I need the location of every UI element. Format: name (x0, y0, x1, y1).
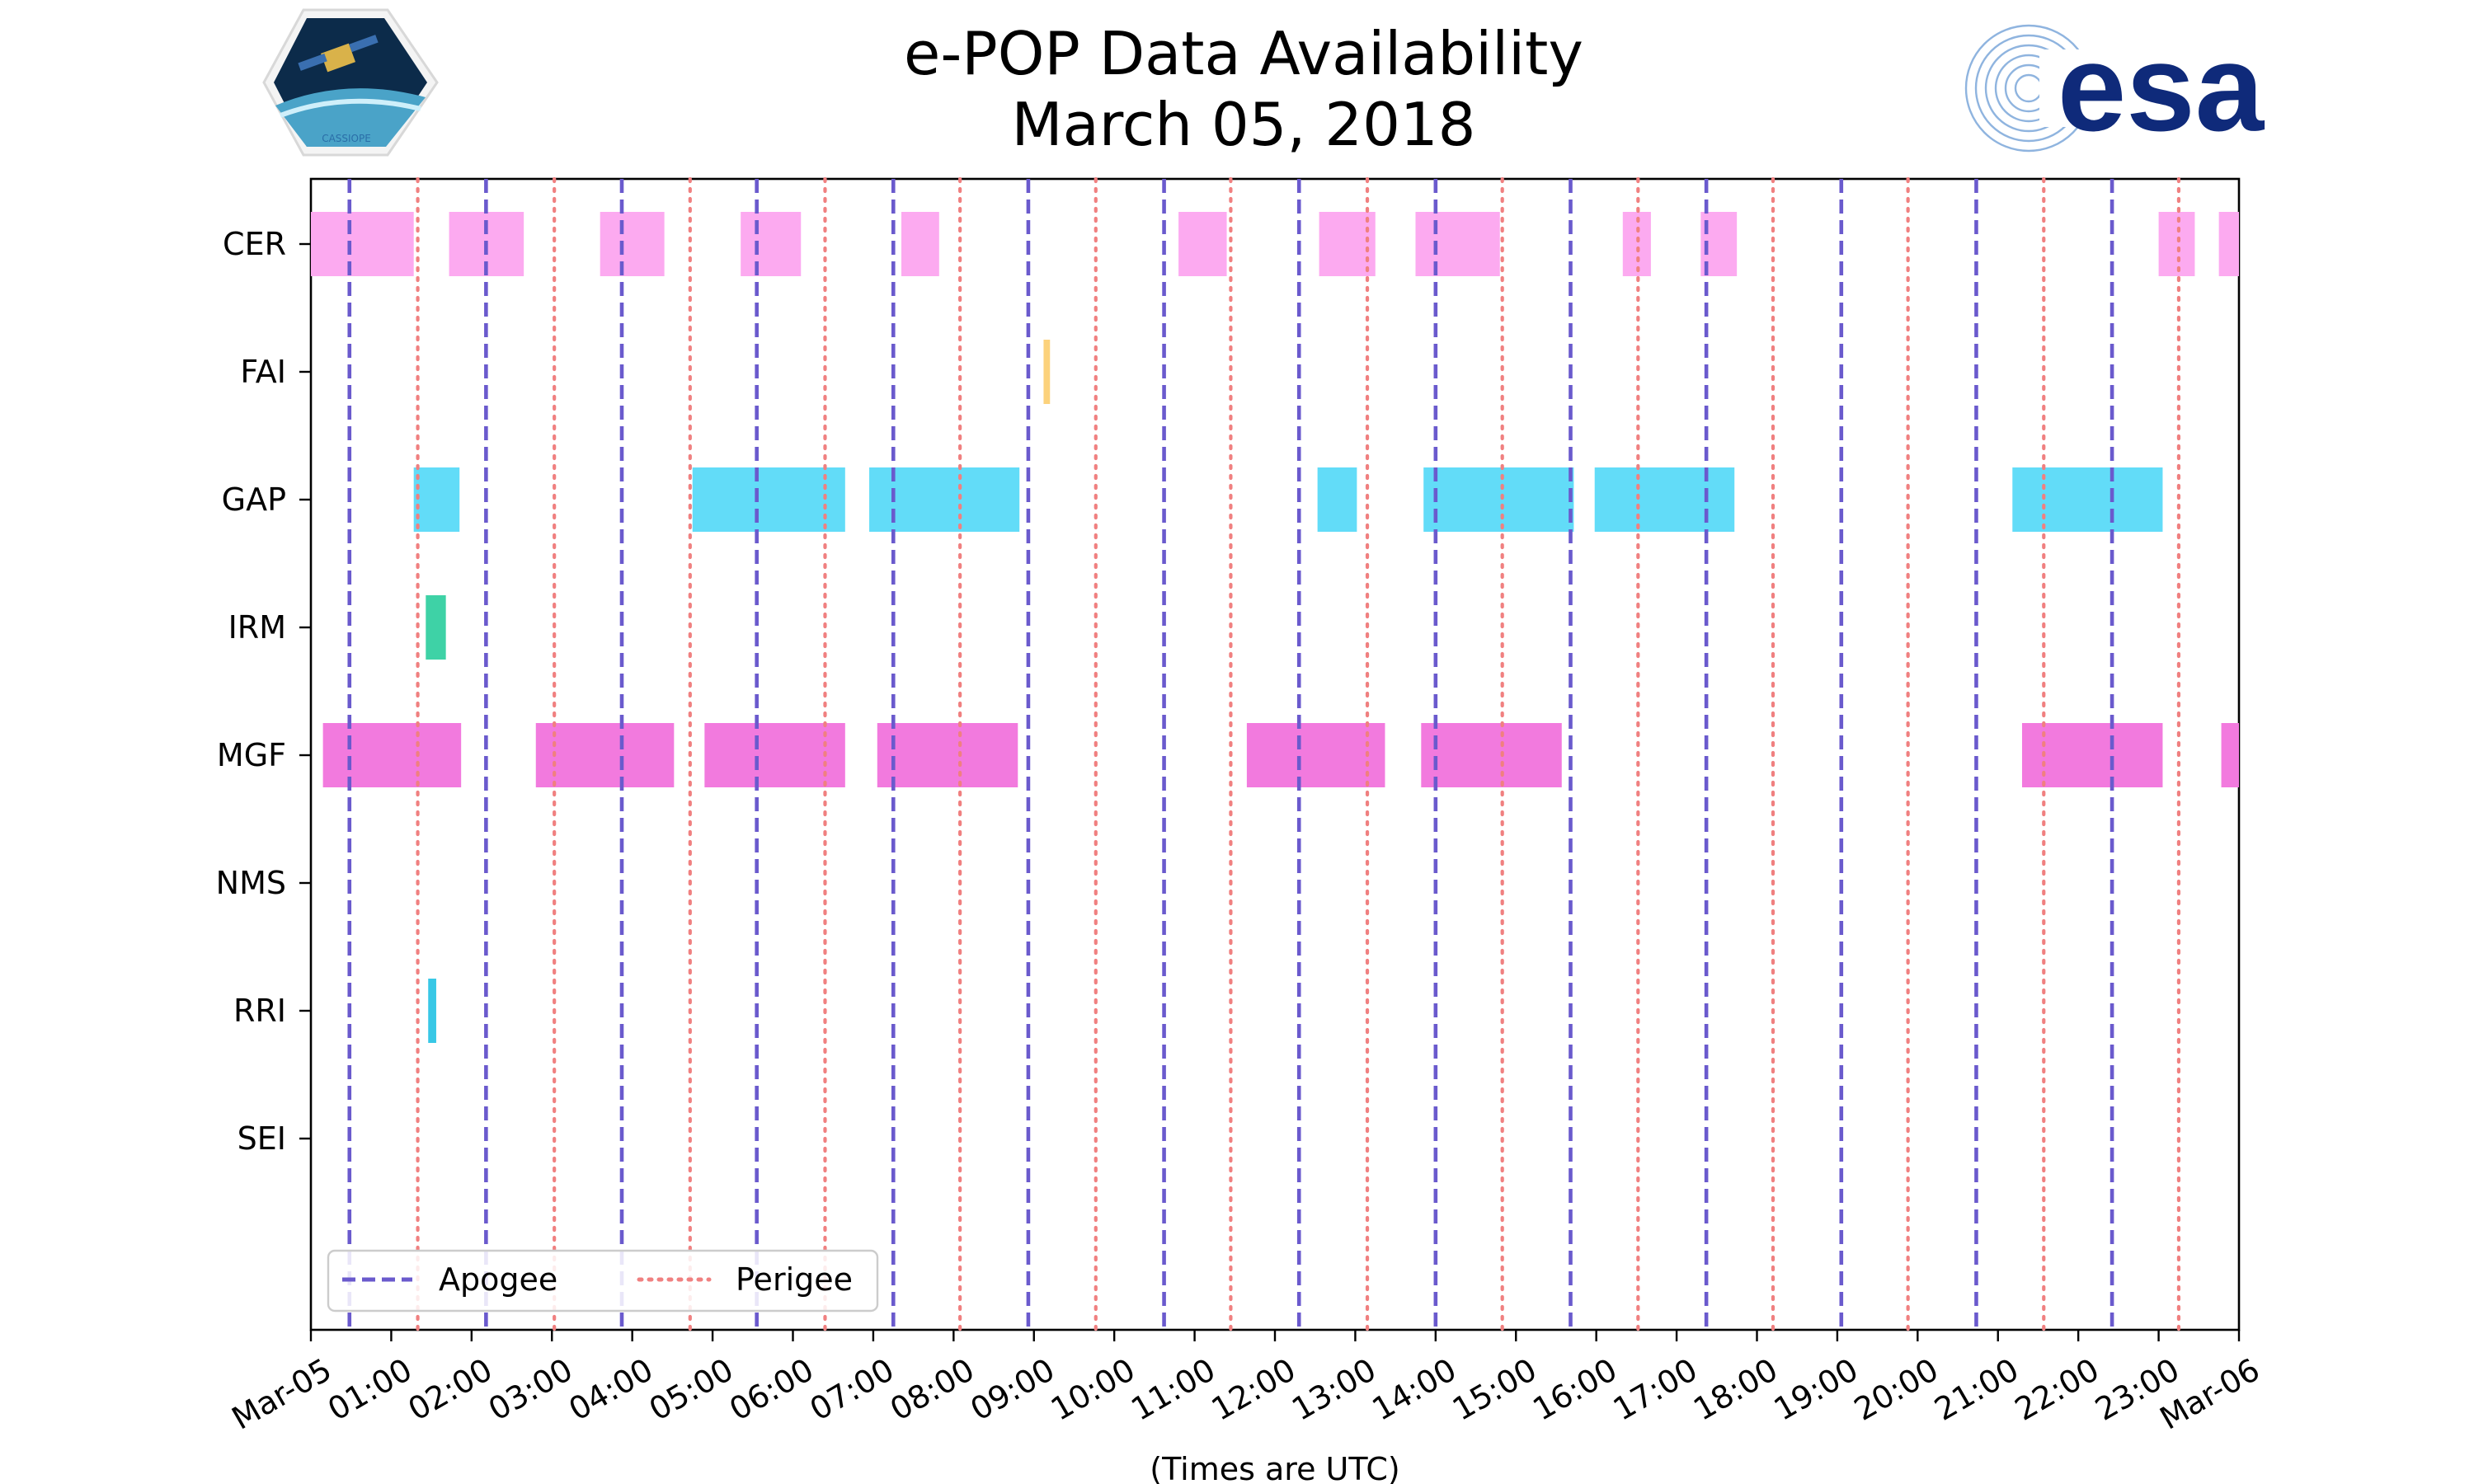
bar-mgf-1 (535, 723, 675, 787)
legend: Apogee Perigee (327, 1249, 879, 1313)
legend-apogee-label: Apogee (439, 1261, 557, 1298)
legend-frame (327, 1249, 879, 1313)
x-tick-label-22: 22:00 (2009, 1351, 2105, 1428)
x-tick-label-11: 11:00 (1125, 1351, 1221, 1428)
esa-logo-icon: esa (1964, 18, 2265, 157)
x-tick-label-16: 16:00 (1526, 1351, 1623, 1428)
x-tick-label-7: 07:00 (804, 1351, 901, 1428)
bar-gap-6 (2012, 467, 2163, 532)
esa-logo-text: esa (2058, 18, 2265, 157)
bar-cer-8 (1622, 212, 1651, 276)
bar-cer-6 (1319, 212, 1376, 276)
x-tick-label-2: 02:00 (402, 1351, 498, 1428)
availability-bars (311, 212, 2239, 1043)
bar-mgf-3 (877, 723, 1018, 787)
bar-gap-4 (1423, 467, 1574, 532)
bar-mgf-5 (1421, 723, 1562, 787)
x-tick-label-10: 10:00 (1045, 1351, 1141, 1428)
y-axis: CER FAI GAP IRM MGF NMS RRI SEI (216, 226, 311, 1157)
bar-mgf-6 (2021, 723, 2163, 787)
bar-gap-5 (1594, 467, 1735, 532)
bar-mgf-0 (322, 723, 462, 787)
x-tick-label-8: 08:00 (884, 1351, 981, 1428)
y-tick-label-rri: RRI (233, 993, 286, 1029)
x-tick-label-5: 05:00 (643, 1351, 740, 1428)
orbit-marker-lines (347, 176, 2181, 1332)
bar-gap-3 (1317, 467, 1357, 532)
x-tick-label-4: 04:00 (562, 1351, 659, 1428)
bar-irm-0 (426, 595, 446, 660)
bar-cer-7 (1415, 212, 1500, 276)
bar-cer-2 (600, 212, 665, 276)
bar-mgf-4 (1246, 723, 1385, 787)
bar-fai-0 (1043, 340, 1051, 404)
y-tick-label-gap: GAP (222, 481, 286, 518)
bar-cer-0 (311, 212, 414, 276)
y-tick-label-mgf: MGF (217, 737, 286, 773)
y-tick-label-fai: FAI (240, 354, 286, 390)
x-tick-label-21: 21:00 (1928, 1351, 2025, 1428)
y-tick-label-irm: IRM (228, 609, 286, 646)
x-tick-label-9: 09:00 (964, 1351, 1061, 1428)
legend-perigee-label: Perigee (736, 1261, 853, 1298)
bar-cer-10 (2158, 212, 2195, 276)
x-tick-label-3: 03:00 (482, 1351, 579, 1428)
x-axis: Mar-0501:0002:0003:0004:0005:0006:0007:0… (226, 1330, 2266, 1437)
patch-caption: CASSIOPE (322, 133, 371, 144)
y-tick-label-cer: CER (223, 226, 286, 262)
chart-title: e-POP Data Availability (904, 19, 1583, 88)
bar-cer-3 (741, 212, 802, 276)
x-tick-label-0: Mar-05 (226, 1351, 338, 1437)
x-tick-label-18: 18:00 (1687, 1351, 1784, 1428)
bar-cer-4 (901, 212, 939, 276)
x-tick-label-15: 15:00 (1446, 1351, 1543, 1428)
bar-rri-0 (428, 979, 436, 1043)
x-tick-label-14: 14:00 (1366, 1351, 1462, 1428)
x-tick-label-17: 17:00 (1607, 1351, 1704, 1428)
y-tick-label-sei: SEI (238, 1120, 286, 1157)
bar-gap-1 (692, 467, 845, 532)
bar-cer-11 (2218, 212, 2239, 276)
cassiope-mission-patch-icon: CASSIOPE (262, 8, 439, 157)
x-axis-label: (Times are UTC) (1150, 1451, 1399, 1484)
bar-cer-5 (1178, 212, 1227, 276)
x-tick-label-6: 06:00 (723, 1351, 820, 1428)
x-tick-label-19: 19:00 (1768, 1351, 1865, 1428)
x-tick-label-13: 13:00 (1286, 1351, 1382, 1428)
bar-mgf-2 (704, 723, 845, 787)
chart-subtitle: March 05, 2018 (1012, 90, 1476, 159)
x-tick-label-12: 12:00 (1206, 1351, 1302, 1428)
x-tick-label-20: 20:00 (1848, 1351, 1945, 1428)
bar-mgf-7 (2221, 723, 2239, 787)
bar-gap-0 (413, 467, 460, 532)
y-tick-label-nms: NMS (216, 865, 286, 901)
x-tick-label-1: 01:00 (322, 1351, 418, 1428)
